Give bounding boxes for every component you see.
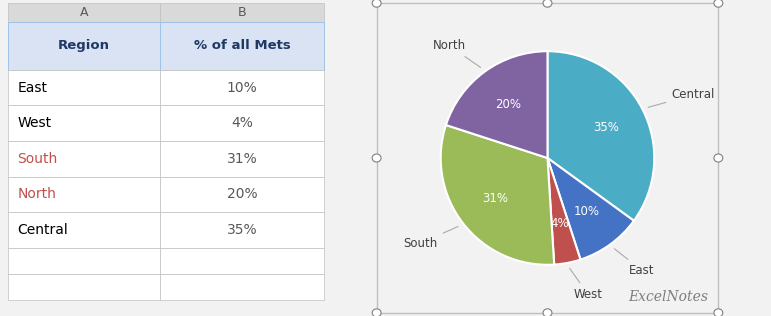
Text: West: West <box>570 268 602 301</box>
Text: 10%: 10% <box>227 81 258 94</box>
Text: West: West <box>17 116 52 130</box>
Bar <box>8 248 160 274</box>
Text: 4%: 4% <box>550 216 569 229</box>
Bar <box>160 141 325 177</box>
Bar <box>8 70 160 105</box>
Circle shape <box>543 0 552 7</box>
Bar <box>160 212 325 248</box>
Text: Central: Central <box>648 88 715 107</box>
Bar <box>8 177 160 212</box>
Text: % of all Mets: % of all Mets <box>194 39 291 52</box>
Text: East: East <box>614 249 655 277</box>
Text: A: A <box>79 6 88 19</box>
Circle shape <box>714 0 722 7</box>
Bar <box>8 3 160 22</box>
Circle shape <box>372 0 381 7</box>
Circle shape <box>372 154 381 162</box>
Bar <box>377 3 719 313</box>
Bar <box>160 177 325 212</box>
Text: 35%: 35% <box>227 223 258 237</box>
Wedge shape <box>547 158 581 264</box>
Wedge shape <box>446 51 547 158</box>
Wedge shape <box>441 125 554 265</box>
Circle shape <box>714 154 722 162</box>
Wedge shape <box>547 158 634 259</box>
Text: 10%: 10% <box>574 205 599 218</box>
Bar <box>160 3 325 22</box>
Text: B: B <box>237 6 246 19</box>
Text: South: South <box>17 152 58 166</box>
Text: North: North <box>17 187 56 201</box>
Text: 35%: 35% <box>594 121 619 134</box>
Bar <box>8 274 160 301</box>
Bar <box>160 274 325 301</box>
Bar <box>8 105 160 141</box>
Text: Region: Region <box>58 39 109 52</box>
Text: 31%: 31% <box>227 152 258 166</box>
Text: 20%: 20% <box>496 98 521 111</box>
Bar <box>160 105 325 141</box>
Text: 4%: 4% <box>231 116 253 130</box>
Bar <box>8 22 160 70</box>
Text: 20%: 20% <box>227 187 258 201</box>
Wedge shape <box>547 51 655 221</box>
Bar <box>8 212 160 248</box>
Text: East: East <box>17 81 47 94</box>
Bar <box>8 141 160 177</box>
Circle shape <box>714 309 722 316</box>
Circle shape <box>372 309 381 316</box>
Bar <box>160 248 325 274</box>
Circle shape <box>543 309 552 316</box>
Bar <box>160 22 325 70</box>
Bar <box>160 70 325 105</box>
Text: ExcelNotes: ExcelNotes <box>628 289 708 304</box>
Text: 31%: 31% <box>482 192 508 205</box>
Text: North: North <box>433 39 480 67</box>
Text: South: South <box>403 227 458 250</box>
Text: Central: Central <box>17 223 68 237</box>
